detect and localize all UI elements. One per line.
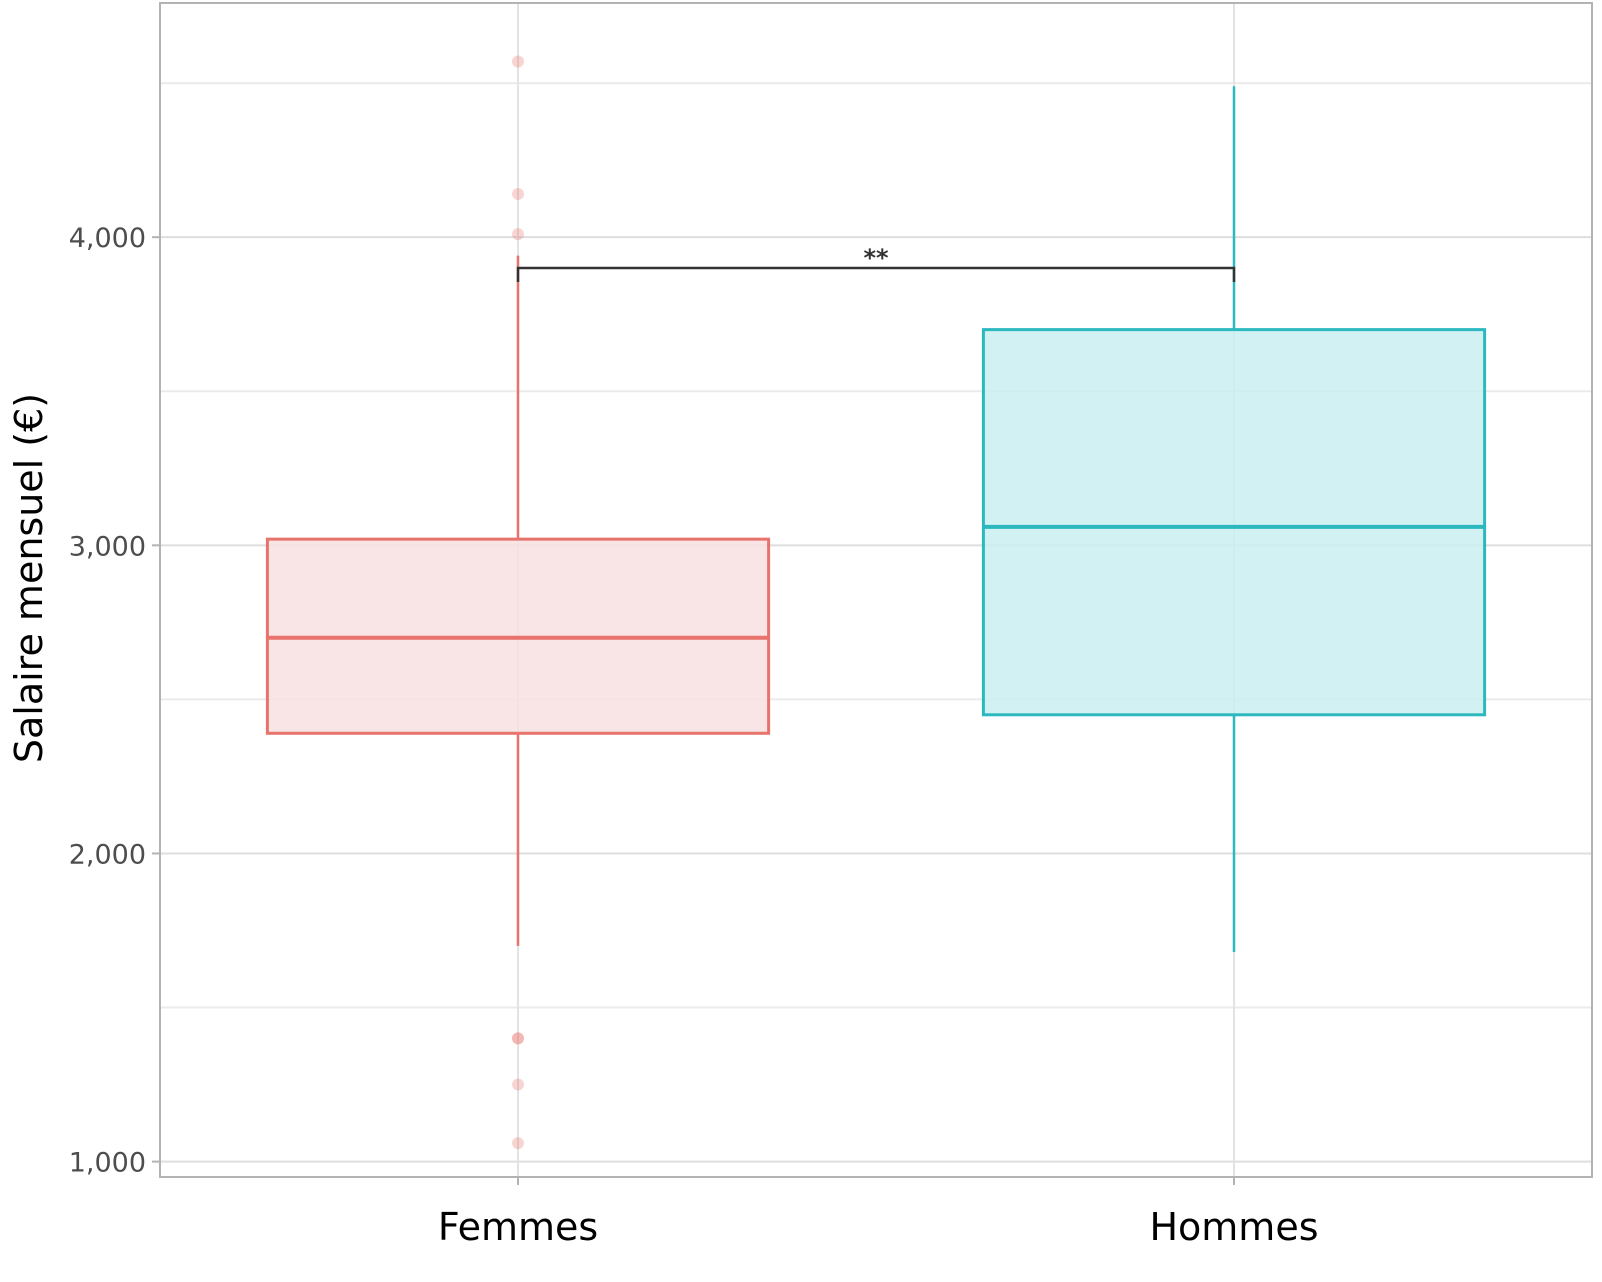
- x-category-label: Hommes: [1149, 1205, 1318, 1249]
- y-axis-title: Salaire mensuel (€): [7, 393, 51, 763]
- box-iqr: [981, 328, 1487, 717]
- significance-bracket: **: [516, 244, 1236, 282]
- y-tick-label: 3,000: [69, 531, 146, 562]
- x-category-label: Femmes: [438, 1205, 598, 1249]
- outlier-point: [512, 1137, 524, 1150]
- outlier-point: [512, 188, 524, 201]
- outlier-point: [512, 1078, 524, 1091]
- outlier-point: [512, 228, 524, 241]
- y-tick-label: 4,000: [69, 223, 146, 254]
- y-tick-label: 2,000: [69, 839, 146, 870]
- y-axis: 1,000 2,000 3,000 4,000: [69, 223, 160, 1179]
- outlier-point: [512, 1032, 524, 1045]
- box-hommes: [981, 86, 1487, 953]
- x-axis: Femmes Hommes: [438, 1177, 1319, 1249]
- outlier-point: [512, 55, 524, 68]
- panel-border: [159, 2, 1593, 1178]
- outlier-point: [512, 1032, 524, 1045]
- y-tick-label: 1,000: [69, 1148, 146, 1179]
- significance-label: **: [863, 244, 889, 272]
- box-series: [265, 55, 1487, 1150]
- significance-line: [516, 266, 1236, 282]
- box-femmes: [265, 55, 771, 1150]
